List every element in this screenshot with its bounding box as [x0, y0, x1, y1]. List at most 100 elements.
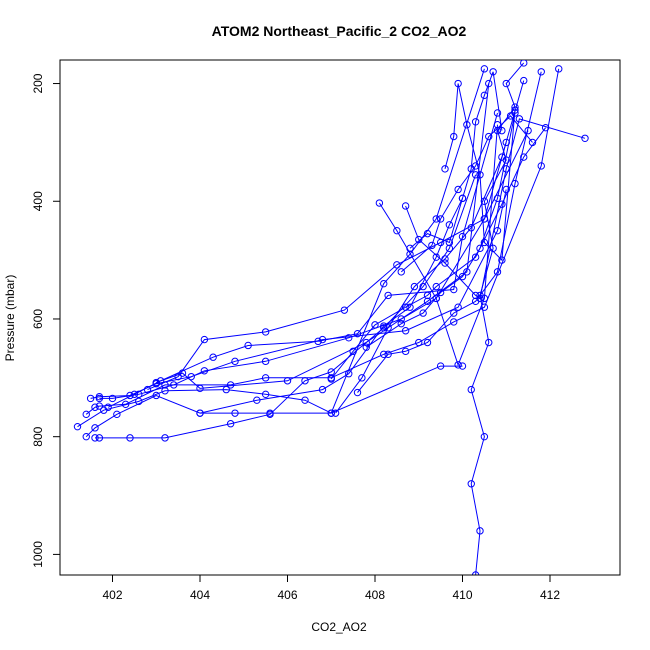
data-point: [423, 297, 432, 306]
data-point: [450, 318, 458, 326]
data-point: [113, 410, 121, 419]
data-point: [450, 309, 458, 317]
x-tick-label: 412: [540, 588, 560, 602]
data-point: [104, 403, 112, 411]
data-point: [480, 432, 489, 441]
data-point: [244, 341, 252, 350]
data-point: [445, 221, 454, 229]
data-point: [170, 381, 178, 389]
x-tick-label: 402: [102, 588, 122, 602]
data-point: [458, 272, 467, 281]
data-point: [511, 106, 519, 114]
data-point: [432, 282, 440, 291]
data-point: [345, 334, 353, 342]
data-point: [423, 291, 432, 300]
series-line-4: [90, 189, 507, 399]
data-point: [480, 91, 489, 100]
data-point: [95, 434, 104, 442]
data-point: [498, 126, 506, 135]
data-point: [436, 288, 445, 297]
data-point: [467, 480, 475, 488]
data-point: [520, 76, 528, 85]
data-point: [266, 409, 274, 417]
data-point: [91, 403, 99, 411]
data-point: [196, 409, 204, 417]
data-point: [397, 315, 405, 323]
data-point: [419, 309, 427, 317]
data-point: [95, 402, 104, 410]
data-point: [445, 244, 454, 253]
data-point: [126, 434, 134, 442]
data-point: [331, 409, 340, 417]
data-point: [436, 215, 445, 223]
data-point: [415, 235, 423, 244]
series-line-10: [199, 198, 463, 414]
data-point: [152, 391, 160, 400]
series-line-6: [147, 142, 507, 391]
data-point: [555, 65, 563, 73]
y-axis-label: Pressure (mbar): [3, 275, 17, 362]
data-point: [327, 368, 335, 376]
data-point: [454, 79, 462, 88]
data-point: [86, 394, 95, 403]
data-point: [485, 338, 493, 347]
data-point: [441, 165, 449, 173]
data-point: [476, 527, 484, 535]
data-point: [480, 238, 489, 247]
data-point: [362, 338, 370, 347]
data-point: [419, 282, 427, 291]
data-point: [485, 132, 493, 141]
data-point: [358, 374, 366, 382]
data-point: [226, 381, 235, 389]
data-point: [261, 390, 270, 399]
data-point: [91, 434, 99, 442]
data-point: [253, 396, 261, 404]
data-point: [231, 409, 239, 417]
data-point: [428, 241, 436, 250]
series-line-14: [365, 112, 516, 348]
data-point: [380, 279, 388, 288]
series-line-19: [409, 71, 503, 249]
data-point: [441, 255, 449, 263]
data-point: [261, 374, 270, 382]
data-point: [362, 343, 370, 351]
data-point: [95, 392, 104, 401]
x-tick-label: 410: [452, 588, 472, 602]
data-point: [384, 291, 392, 300]
series-line-1: [77, 365, 463, 428]
data-point: [301, 377, 309, 385]
x-axis: 402 404 406 408 410 412: [102, 574, 560, 602]
data-point: [493, 268, 502, 276]
data-point: [126, 391, 134, 400]
data-point: [200, 335, 209, 344]
chart-title: ATOM2 Northeast_Pacific_2 CO2_AO2: [212, 23, 467, 39]
data-point: [406, 303, 414, 311]
y-tick-label: 200: [31, 73, 45, 93]
data-point: [515, 115, 524, 123]
data-point: [493, 226, 502, 235]
data-point: [401, 303, 410, 311]
data-point: [353, 388, 362, 397]
data-point: [121, 400, 130, 409]
data-point: [318, 385, 327, 394]
data-point: [498, 256, 506, 264]
data-point: [450, 285, 458, 294]
series-line-13: [357, 71, 542, 393]
x-tick-label: 406: [277, 588, 297, 602]
data-point: [91, 424, 99, 432]
data-point: [401, 327, 410, 335]
data-point: [471, 253, 480, 261]
data-point: [432, 215, 440, 223]
data-point: [436, 362, 445, 370]
data-point: [401, 347, 410, 356]
y-tick-label: 400: [31, 191, 45, 211]
data-point: [485, 79, 493, 88]
series-line-8: [95, 174, 477, 439]
data-point: [445, 238, 454, 247]
data-point: [454, 185, 462, 194]
data-point: [506, 112, 515, 120]
data-point: [476, 171, 484, 179]
data-point: [467, 165, 475, 173]
